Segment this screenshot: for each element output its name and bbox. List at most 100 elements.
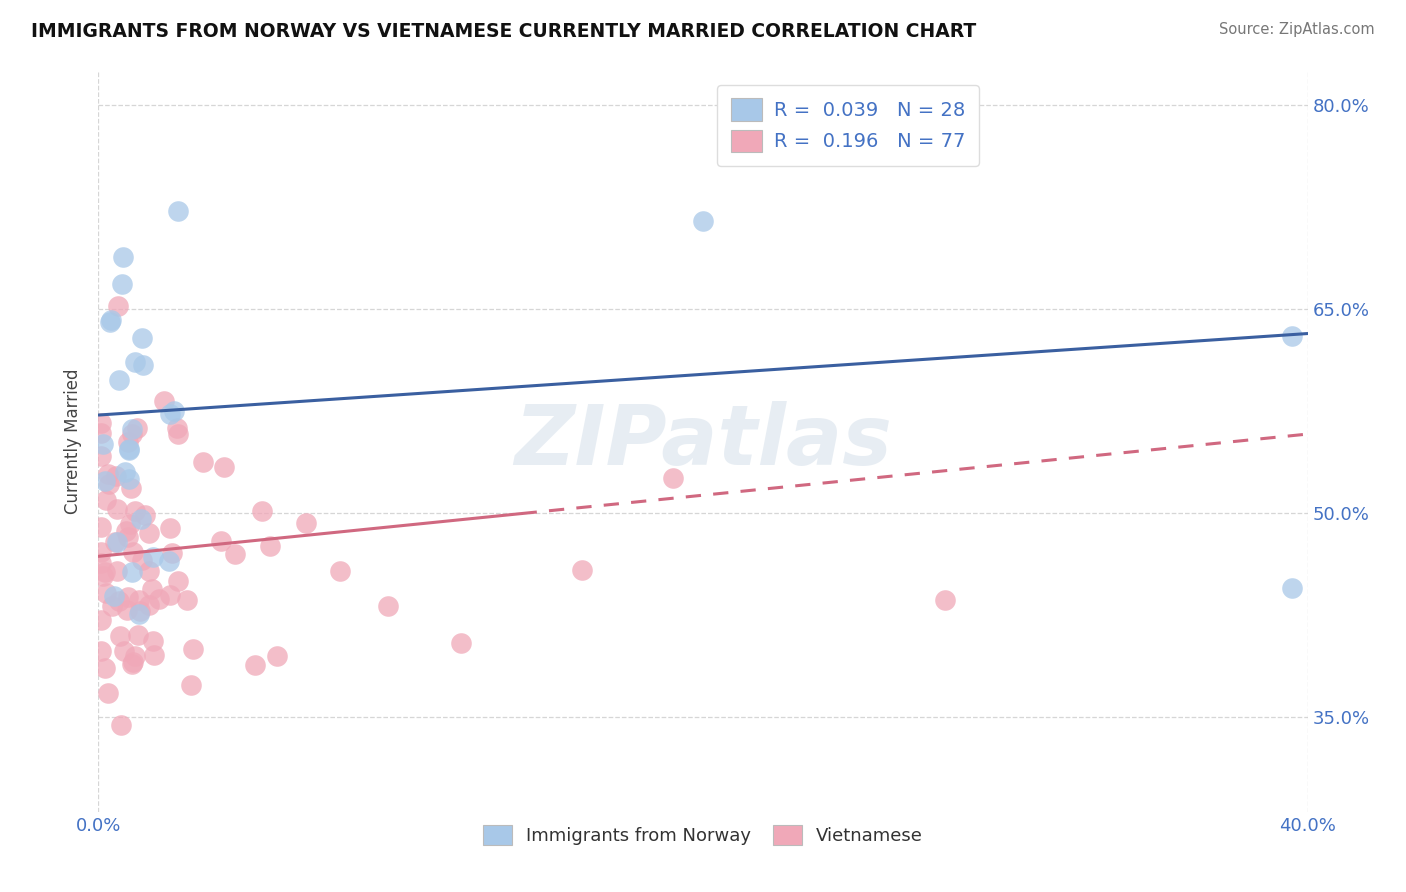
Point [138, 564, 160, 578]
Point [94, 661, 117, 675]
Point [94, 474, 117, 488]
Point [105, 468, 128, 483]
Text: IMMIGRANTS FROM NORWAY VS VIETNAMESE CURRENTLY MARRIED CORRELATION CHART: IMMIGRANTS FROM NORWAY VS VIETNAMESE CUR… [31, 22, 976, 41]
Point [90, 644, 112, 658]
Point [117, 530, 139, 544]
Point [125, 421, 148, 435]
Point [108, 629, 131, 643]
Point [96, 586, 118, 600]
Point [212, 459, 235, 474]
Point [245, 658, 267, 673]
Point [128, 607, 150, 622]
Point [121, 426, 143, 441]
Point [209, 533, 232, 548]
Point [143, 648, 166, 663]
Point [159, 588, 181, 602]
Point [91, 437, 114, 451]
Legend: Immigrants from Norway, Vietnamese: Immigrants from Norway, Vietnamese [474, 815, 932, 855]
Point [120, 517, 142, 532]
Point [90, 545, 112, 559]
Point [692, 214, 714, 228]
Point [120, 481, 142, 495]
Point [295, 516, 318, 531]
Point [129, 603, 152, 617]
Point [90, 613, 112, 627]
Point [129, 511, 152, 525]
Point [122, 655, 145, 669]
Point [124, 355, 146, 369]
Point [100, 312, 122, 326]
Point [110, 717, 132, 731]
Point [97, 686, 120, 700]
Point [128, 627, 150, 641]
Point [167, 426, 190, 441]
Point [148, 592, 170, 607]
Point [121, 422, 143, 436]
Point [98, 315, 121, 329]
Point [90, 416, 112, 430]
Point [160, 546, 183, 560]
Point [571, 563, 593, 577]
Point [94, 565, 117, 579]
Point [329, 565, 352, 579]
Point [121, 657, 143, 672]
Point [111, 251, 134, 265]
Point [141, 582, 163, 596]
Point [90, 520, 112, 534]
Point [134, 508, 156, 522]
Point [176, 592, 198, 607]
Point [105, 502, 128, 516]
Point [98, 477, 121, 491]
Point [180, 678, 202, 692]
Point [377, 599, 399, 613]
Point [105, 534, 128, 549]
Point [105, 564, 128, 578]
Point [121, 565, 143, 579]
Point [224, 547, 246, 561]
Point [118, 442, 141, 456]
Point [131, 331, 153, 345]
Point [101, 599, 124, 613]
Point [1281, 581, 1303, 595]
Point [91, 569, 114, 583]
Point [166, 204, 188, 219]
Point [142, 550, 165, 565]
Point [159, 521, 181, 535]
Point [153, 393, 176, 408]
Point [142, 633, 165, 648]
Point [661, 471, 683, 485]
Point [128, 593, 150, 607]
Point [266, 649, 288, 664]
Point [90, 449, 112, 463]
Point [108, 373, 131, 387]
Point [121, 544, 143, 558]
Point [112, 644, 135, 658]
Point [450, 636, 472, 650]
Point [115, 602, 138, 616]
Point [131, 553, 153, 567]
Point [250, 504, 273, 518]
Point [90, 426, 112, 441]
Point [104, 534, 127, 549]
Point [117, 472, 139, 486]
Point [157, 554, 180, 568]
Point [90, 556, 112, 570]
Point [103, 590, 125, 604]
Point [96, 467, 118, 481]
Point [115, 524, 138, 539]
Text: Source: ZipAtlas.com: Source: ZipAtlas.com [1219, 22, 1375, 37]
Point [118, 442, 141, 457]
Point [117, 590, 139, 604]
Point [107, 594, 129, 608]
Point [124, 504, 146, 518]
Text: ZIPatlas: ZIPatlas [515, 401, 891, 482]
Point [124, 649, 146, 664]
Point [191, 455, 214, 469]
Y-axis label: Currently Married: Currently Married [65, 368, 83, 515]
Point [181, 642, 204, 657]
Point [166, 421, 188, 435]
Point [259, 539, 281, 553]
Point [138, 526, 160, 541]
Point [138, 599, 160, 613]
Point [1281, 329, 1303, 343]
